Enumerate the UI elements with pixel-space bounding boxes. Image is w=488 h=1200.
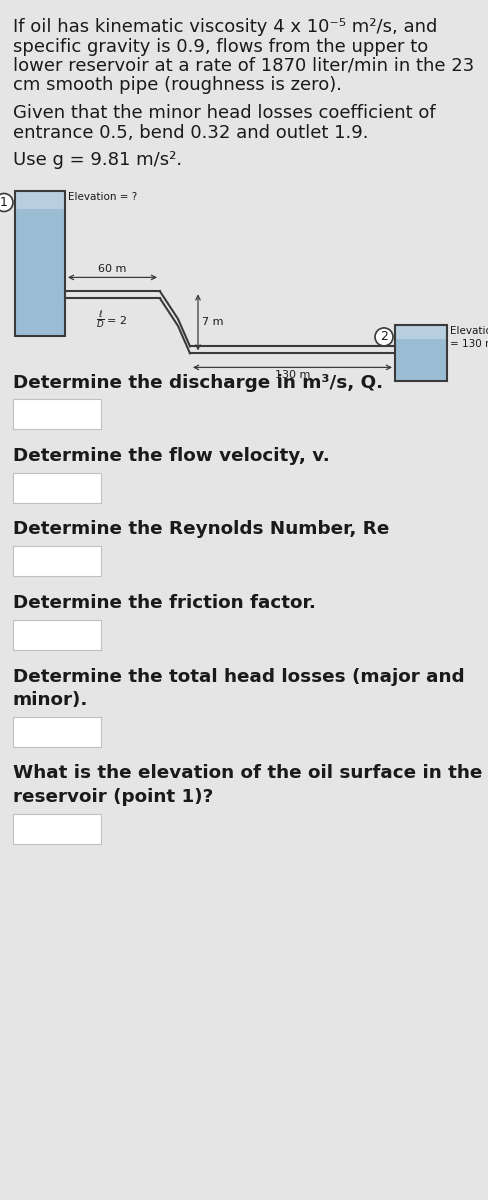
Text: Determine the discharge in m³/s, Q.: Determine the discharge in m³/s, Q. xyxy=(13,373,382,391)
Bar xyxy=(13,398,101,428)
Bar xyxy=(15,191,65,336)
Bar xyxy=(394,325,446,382)
Text: 130 m: 130 m xyxy=(274,371,309,380)
Text: lower reservoir at a rate of 1870 liter/min in the 23: lower reservoir at a rate of 1870 liter/… xyxy=(13,56,473,74)
Bar xyxy=(13,716,101,746)
Bar xyxy=(13,546,101,576)
Text: Elevation
= 130 m: Elevation = 130 m xyxy=(449,326,488,349)
Text: $\frac{\ell}{D}$: $\frac{\ell}{D}$ xyxy=(96,308,105,330)
Text: Use g = 9.81 m/s².: Use g = 9.81 m/s². xyxy=(13,151,182,169)
Circle shape xyxy=(0,193,13,211)
Text: Determine the friction factor.: Determine the friction factor. xyxy=(13,594,315,612)
Text: 60 m: 60 m xyxy=(98,264,126,275)
Bar xyxy=(13,473,101,503)
Bar xyxy=(13,814,101,844)
Polygon shape xyxy=(160,292,190,353)
Text: What is the elevation of the oil surface in the upper
reservoir (point 1)?: What is the elevation of the oil surface… xyxy=(13,764,488,806)
Text: entrance 0.5, bend 0.32 and outlet 1.9.: entrance 0.5, bend 0.32 and outlet 1.9. xyxy=(13,124,368,142)
Bar xyxy=(13,619,101,649)
Bar xyxy=(394,325,446,338)
Text: Determine the flow velocity, v.: Determine the flow velocity, v. xyxy=(13,446,329,464)
Text: Determine the Reynolds Number, Re: Determine the Reynolds Number, Re xyxy=(13,521,388,539)
Text: specific gravity is 0.9, flows from the upper to: specific gravity is 0.9, flows from the … xyxy=(13,37,427,55)
Text: 7 m: 7 m xyxy=(202,317,223,328)
Text: 2: 2 xyxy=(379,330,387,343)
Bar xyxy=(15,191,65,336)
Text: If oil has kinematic viscosity 4 x 10⁻⁵ m²/s, and: If oil has kinematic viscosity 4 x 10⁻⁵ … xyxy=(13,18,436,36)
Bar xyxy=(15,191,65,209)
Text: Elevation = ?: Elevation = ? xyxy=(68,192,137,203)
Circle shape xyxy=(374,328,392,346)
Text: Determine the total head losses (major and
minor).: Determine the total head losses (major a… xyxy=(13,667,464,709)
Text: Given that the minor head losses coefficient of: Given that the minor head losses coeffic… xyxy=(13,104,435,122)
Text: 1: 1 xyxy=(0,196,8,209)
Text: = 2: = 2 xyxy=(107,317,127,326)
Text: cm smooth pipe (roughness is zero).: cm smooth pipe (roughness is zero). xyxy=(13,77,341,95)
Bar xyxy=(394,325,446,382)
